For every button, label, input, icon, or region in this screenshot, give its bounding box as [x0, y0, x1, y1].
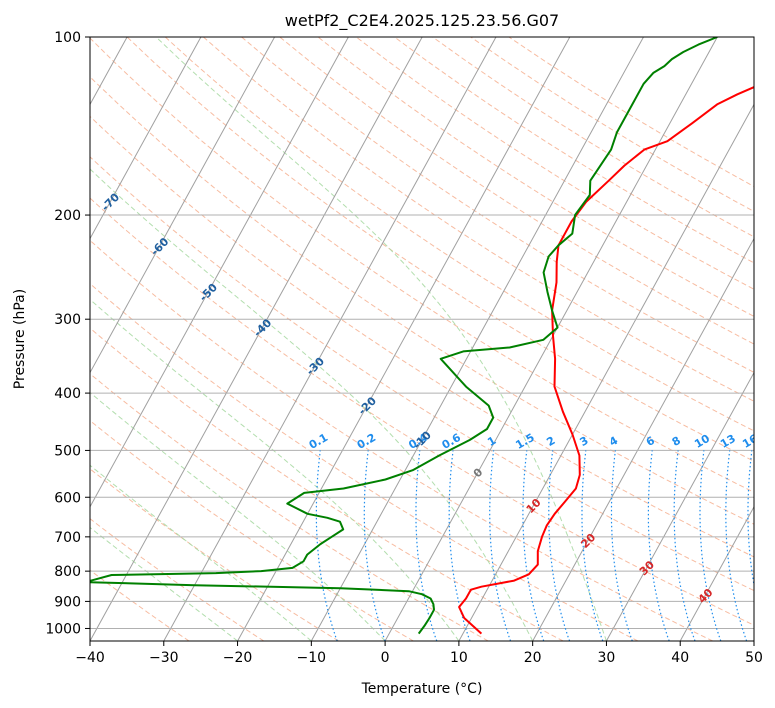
- mixing-ratio-line: [522, 450, 545, 641]
- isotherm-line: [532, 237, 754, 641]
- plot-frame: [89, 36, 755, 642]
- x-tick-label: 20: [524, 650, 542, 666]
- mixing-ratio-label: 16: [740, 432, 760, 451]
- dry-adiabat-line: [90, 569, 190, 641]
- moist-adiabat-line: [90, 298, 460, 641]
- x-tick-label: 0: [381, 650, 390, 666]
- isotherm-line: [90, 37, 202, 240]
- y-tick-label: 600: [54, 490, 81, 506]
- x-tick-label: 10: [450, 650, 468, 666]
- mixing-ratio-line: [725, 450, 748, 641]
- dry-adiabat-line: [90, 518, 265, 641]
- isotherm-line: [605, 371, 754, 641]
- dewpoint-profile-line: [90, 37, 718, 635]
- chart-title: wetPf2_C2E4.2025.125.23.56.G07: [285, 11, 559, 31]
- mixing-ratio-line: [610, 450, 633, 641]
- dry-adiabat-line: [90, 197, 754, 626]
- dry-adiabat-line: [355, 37, 754, 290]
- moist-adiabat-line: [90, 168, 534, 641]
- y-tick-label: 900: [54, 594, 81, 610]
- mixing-ratio-line: [363, 450, 386, 641]
- dry-adiabat-line: [279, 37, 754, 345]
- y-tick-label: 700: [54, 530, 81, 546]
- mixing-ratio-line: [699, 450, 722, 641]
- mixing-ratio-line: [581, 450, 604, 641]
- isotherm-line: [237, 37, 571, 641]
- mixing-ratio-line: [747, 450, 754, 589]
- y-tick-label: 1000: [45, 621, 81, 637]
- x-axis-title: Temperature (°C): [361, 681, 483, 697]
- x-tick-label: −10: [297, 650, 327, 666]
- temperature-profile-line: [458, 86, 754, 635]
- dry-adiabat-line: [90, 156, 754, 592]
- isotherm-line: [90, 37, 276, 374]
- x-tick-label: 50: [745, 650, 763, 666]
- background-lines: [90, 37, 754, 641]
- x-tick-label: −30: [149, 650, 179, 666]
- dry-adiabat-line: [90, 239, 713, 641]
- dry-adiabat-line: [90, 468, 339, 641]
- mixing-ratio-line: [673, 450, 696, 641]
- mixing-ratio-line: [489, 450, 512, 641]
- isotherm-line: [90, 37, 349, 508]
- y-axis: 1000 900 800 700 600 500 400 300 200 100: [45, 30, 90, 637]
- y-tick-label: 500: [54, 443, 81, 459]
- isotherm-line: [310, 37, 644, 641]
- x-axis: −40 −30 −20 −10 0 10 20 30 40 50: [75, 641, 763, 666]
- x-tick-label: 30: [598, 650, 616, 666]
- dry-adiabat-line: [90, 327, 564, 641]
- dry-adiabat-line: [90, 37, 754, 493]
- moist-adiabat-line: [90, 391, 386, 641]
- moist-adiabat-line: [155, 37, 607, 641]
- dry-adiabat-line: [317, 37, 754, 317]
- x-tick-label: 40: [671, 650, 689, 666]
- dry-adiabat-line: [126, 37, 754, 462]
- x-tick-label: −20: [223, 650, 253, 666]
- y-tick-label: 400: [54, 386, 81, 402]
- y-tick-label: 800: [54, 564, 81, 580]
- isotherm-line: [679, 505, 754, 641]
- isotherm-line: [90, 37, 423, 641]
- isotherm-line: [384, 37, 718, 641]
- dry-adiabat-line: [90, 115, 754, 558]
- dry-adiabat-line: [90, 282, 639, 641]
- y-tick-label: 100: [54, 30, 81, 46]
- mixing-ratio-line: [315, 450, 338, 641]
- isotherm-line: [163, 37, 497, 641]
- mixing-ratio-line: [448, 450, 471, 641]
- dry-adiabat-line: [90, 373, 489, 641]
- sounding-profiles: [90, 37, 754, 635]
- x-tick-label: −40: [75, 650, 105, 666]
- dry-adiabat-line: [164, 37, 754, 432]
- mixing-ratio-line: [548, 450, 571, 641]
- y-tick-label: 300: [54, 312, 81, 328]
- y-tick-label: 200: [54, 208, 81, 224]
- y-axis-title: Pressure (hPa): [12, 289, 28, 389]
- mixing-ratio-line: [647, 450, 670, 641]
- isotherm-line: [458, 103, 754, 641]
